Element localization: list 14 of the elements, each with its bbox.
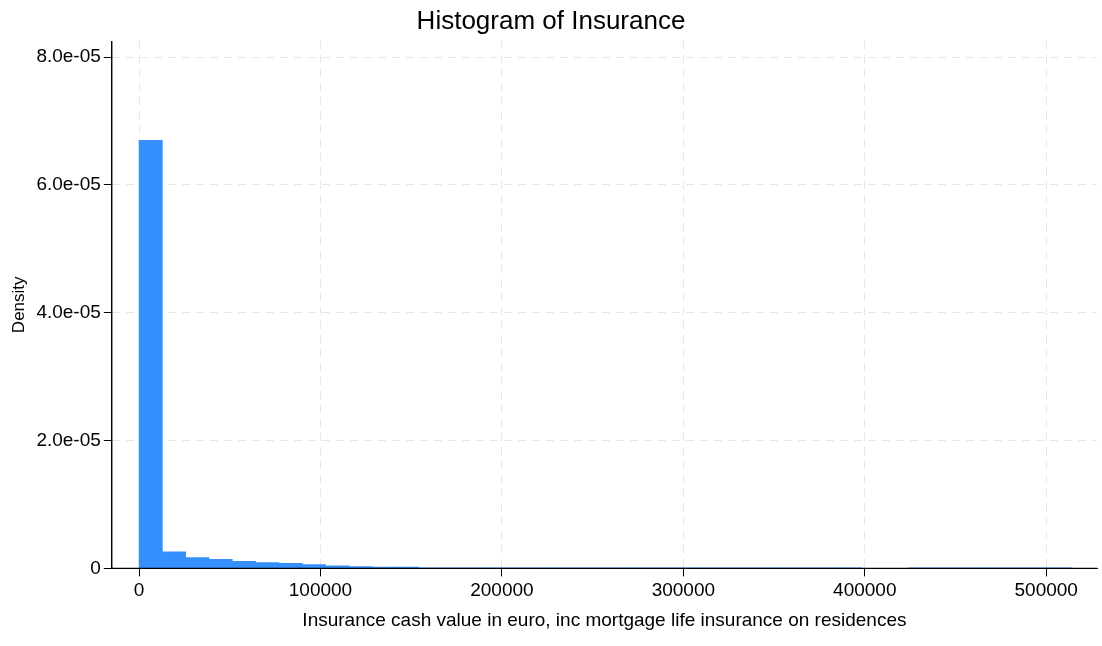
x-tick-label: 0 xyxy=(133,579,145,601)
y-tick-label: 8.0e-05 xyxy=(36,45,101,67)
x-tick-label: 300000 xyxy=(651,579,716,601)
y-axis-title: Density xyxy=(8,275,28,334)
y-tick-label: 4.0e-05 xyxy=(36,301,101,323)
x-tick-label: 200000 xyxy=(470,579,534,601)
x-tick-label: 100000 xyxy=(288,579,353,601)
chart-title: Histogram of Insurance xyxy=(416,4,686,35)
y-tick-label: 6.0e-05 xyxy=(36,173,101,195)
y-tick-label: 0 xyxy=(90,556,101,578)
x-axis-title: Insurance cash value in euro, inc mortgage life insurance on residences xyxy=(302,608,907,630)
x-tick-label: 500000 xyxy=(1014,579,1078,601)
y-tick-label: 2.0e-05 xyxy=(36,428,101,450)
x-tick-label: 400000 xyxy=(833,579,897,601)
